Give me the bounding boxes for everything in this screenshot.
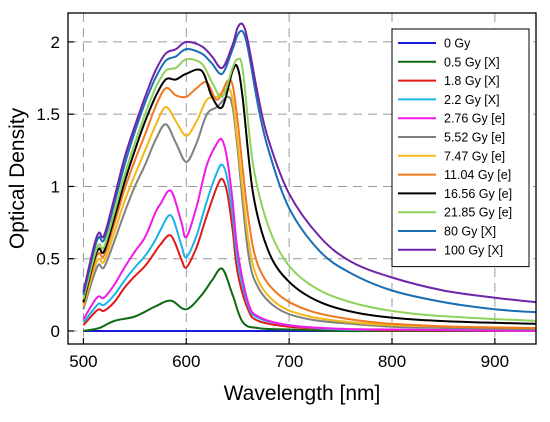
- x-axis-label: Wavelength [nm]: [224, 382, 381, 405]
- series-line: [82, 95, 536, 331]
- series-line: [82, 177, 536, 332]
- tick-labels: 500 600 700 800 900 0 0.5 1 1.5 2: [36, 33, 509, 371]
- series-line: [82, 163, 536, 332]
- y-tick-label: 2: [51, 33, 60, 52]
- legend: 0 Gy 0.5 Gy [X] 1.8 Gy [X] 2.2 Gy [X] 2.76 G…: [391, 28, 530, 268]
- series-line: [82, 57, 536, 322]
- series-lines: [82, 22, 536, 333]
- legend-entry: 2.2 Gy [X]: [444, 93, 500, 107]
- legend-entry: 0 Gy: [444, 37, 471, 51]
- series-line: [83, 267, 536, 333]
- y-axis-label: Optical Density: [6, 107, 29, 249]
- x-tick-label: 900: [481, 352, 509, 371]
- legend-entry: 1.8 Gy [X]: [444, 74, 500, 88]
- axis-ticks: [68, 41, 496, 344]
- y-tick-label: 1: [51, 177, 60, 196]
- y-tick-label: 0: [51, 322, 60, 341]
- legend-entry: 100 Gy [X]: [444, 243, 503, 257]
- legend-box: [391, 28, 530, 268]
- y-tick-label: 0.5: [36, 250, 60, 269]
- legend-entry: 11.04 Gy [e]: [444, 168, 511, 182]
- legend-entry: 21.85 Gy [e]: [444, 206, 512, 220]
- series-line: [82, 29, 536, 314]
- series-line: [82, 63, 536, 325]
- legend-entry: 7.47 Gy [e]: [444, 149, 505, 163]
- legend-entry: 5.52 Gy [e]: [444, 131, 505, 145]
- series-line: [82, 78, 536, 330]
- legend-entry: 0.5 Gy [X]: [444, 55, 500, 69]
- x-tick-label: 500: [69, 352, 97, 371]
- series-line: [82, 137, 536, 332]
- series-line: [82, 87, 536, 330]
- legend-entry: 16.56 Gy [e]: [444, 187, 512, 201]
- plot-frame: [67, 12, 537, 345]
- y-tick-label: 1.5: [36, 105, 60, 124]
- legend-entry: 80 Gy [X]: [444, 225, 496, 239]
- series-line: [82, 22, 536, 304]
- x-tick-label: 600: [172, 352, 200, 371]
- legend-entry: 2.76 Gy [e]: [444, 112, 505, 126]
- x-tick-label: 800: [378, 352, 406, 371]
- x-tick-label: 700: [275, 352, 303, 371]
